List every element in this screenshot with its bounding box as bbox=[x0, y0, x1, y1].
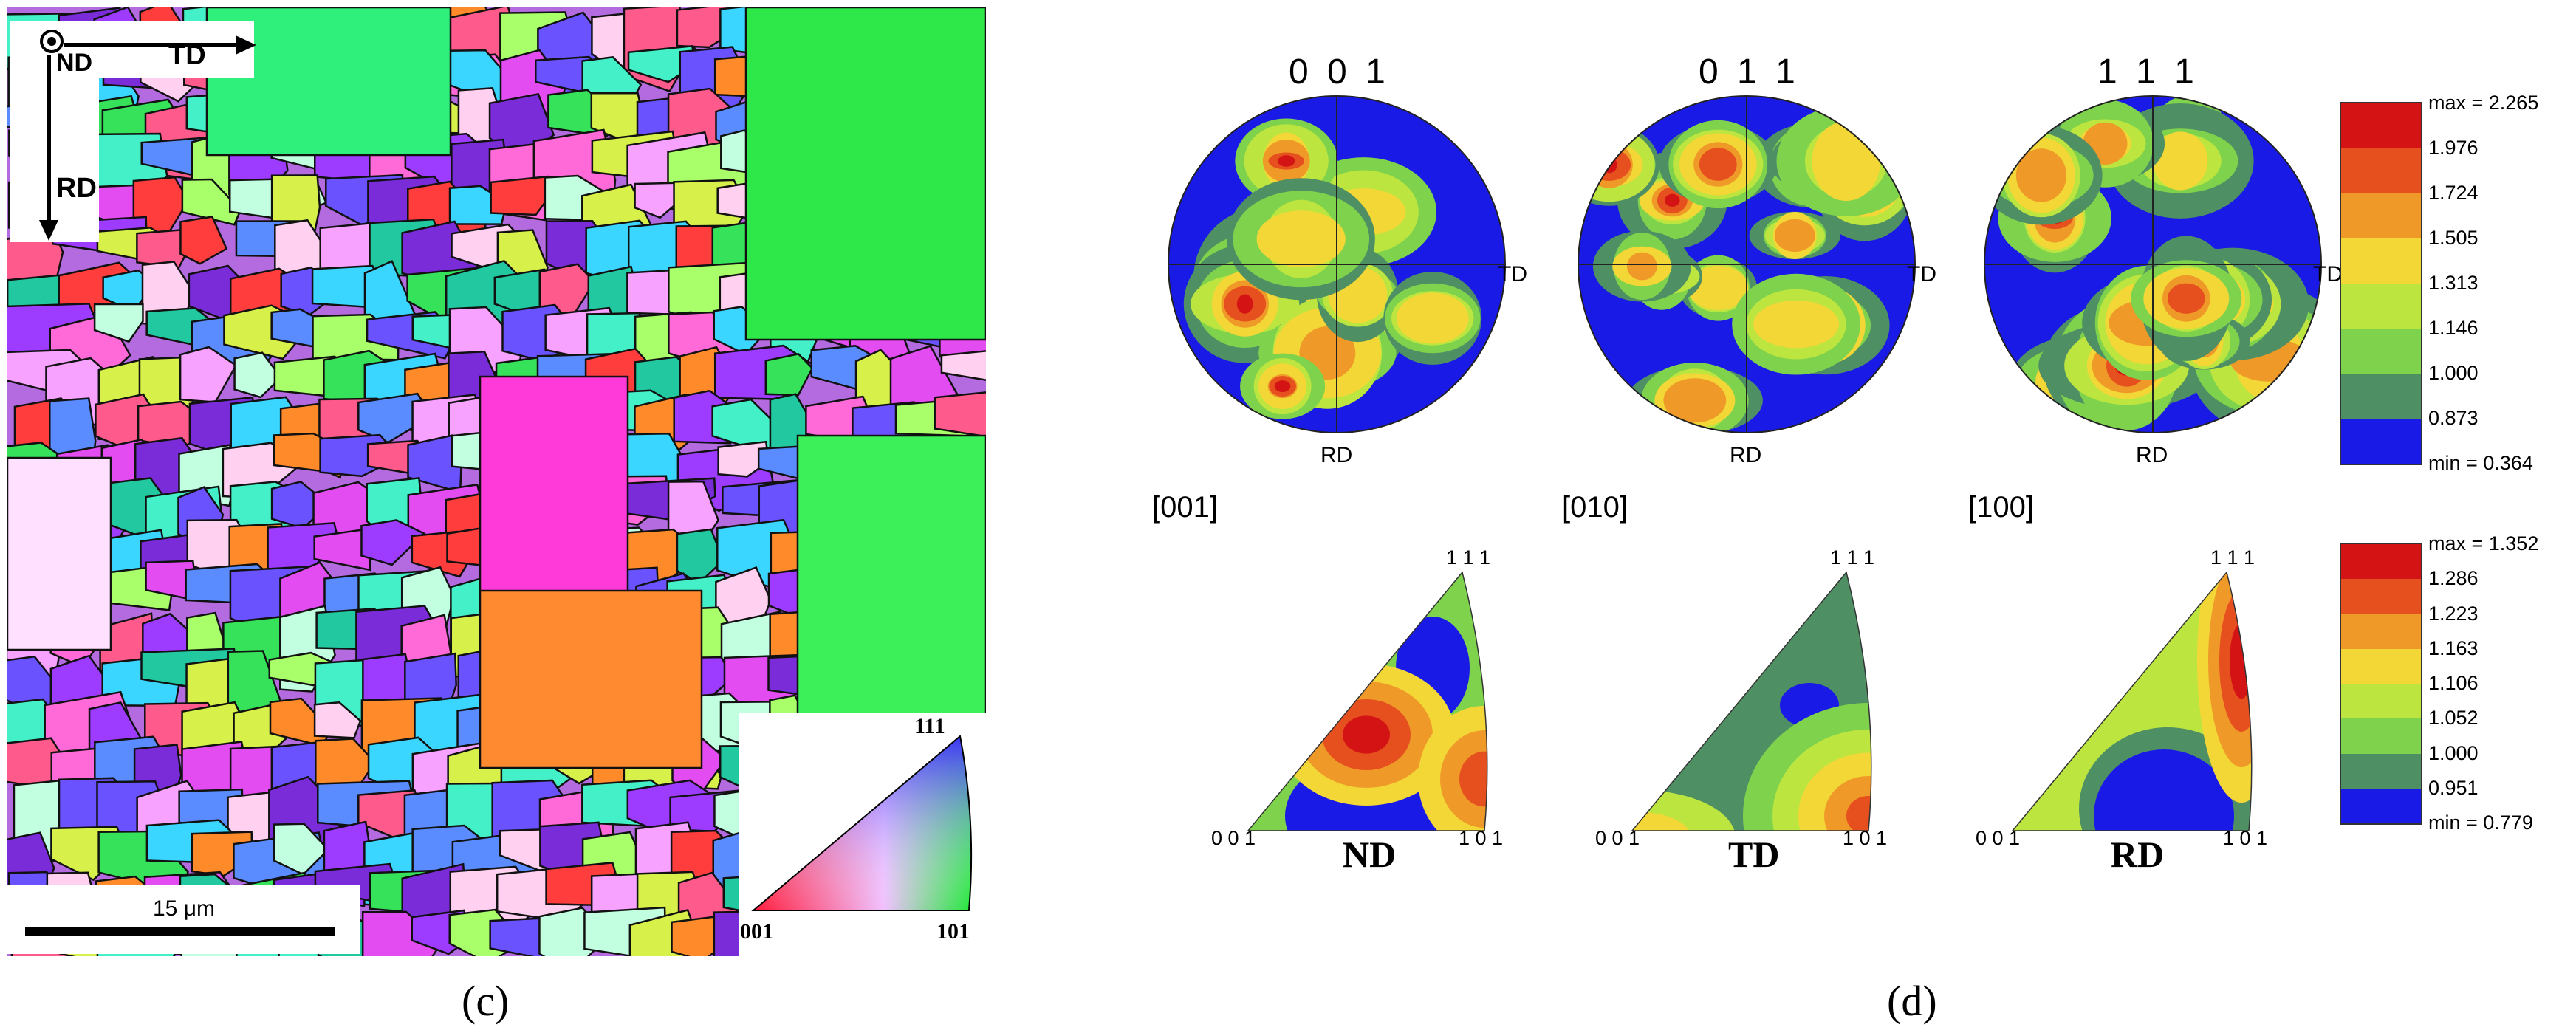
legend-value: 1.976 bbox=[2428, 137, 2479, 159]
ipf-td-label: TD bbox=[1728, 834, 1780, 875]
scale-bar bbox=[25, 927, 335, 936]
nd-label: ND bbox=[56, 49, 93, 77]
pole-figure-001 bbox=[1168, 95, 1506, 433]
pf3-td-label: TD bbox=[2313, 262, 2343, 286]
td-label: TD bbox=[168, 40, 206, 71]
legend-value: 1.000 bbox=[2428, 362, 2479, 384]
legend-swatch bbox=[2341, 238, 2421, 284]
legend-swatch bbox=[2341, 684, 2421, 719]
td-arrow-icon bbox=[236, 35, 256, 55]
pf-intensity-legend: max = 2.265 1.976 1.724 1.505 1.313 1.146 1.00… bbox=[2340, 92, 2561, 486]
scale-bar-label: 15 μm bbox=[153, 896, 215, 921]
ipf-nd-top: 1 1 1 bbox=[1446, 546, 1491, 569]
pf-title-001: 0 0 1 bbox=[1289, 52, 1390, 92]
legend-value: min = 0.364 bbox=[2428, 452, 2533, 474]
legend-value: max = 1.352 bbox=[2428, 532, 2539, 555]
rd-arrow-icon bbox=[39, 220, 58, 241]
caption-d: (d) bbox=[1887, 977, 1937, 1025]
ipf-td-top: 1 1 1 bbox=[1830, 546, 1875, 569]
caption-c: (c) bbox=[462, 977, 510, 1025]
legend-value: 0.951 bbox=[2428, 776, 2479, 799]
pole-figure-111 bbox=[1984, 95, 2322, 433]
ipf-nd-right: 1 0 1 bbox=[1459, 827, 1504, 849]
direction-label-010: [010] bbox=[1562, 491, 1628, 524]
legend-swatch bbox=[2341, 614, 2421, 649]
ipf-td-right: 1 0 1 bbox=[1843, 827, 1888, 849]
key-label-101: 101 bbox=[936, 919, 970, 944]
pf-title-111: 1 1 1 bbox=[2097, 52, 2199, 92]
legend-swatch bbox=[2341, 329, 2421, 374]
pf1-rd-label: RD bbox=[1320, 443, 1353, 467]
legend-swatch bbox=[2341, 374, 2421, 419]
scale-bar-box: 15 μm bbox=[7, 885, 360, 954]
ipf-color-key: 111 001 101 bbox=[739, 713, 990, 964]
legend-swatch bbox=[2341, 579, 2421, 614]
pf2-rd-label: RD bbox=[1730, 443, 1762, 467]
legend-swatch bbox=[2341, 648, 2421, 684]
direction-label-100: [100] bbox=[1968, 491, 2034, 524]
legend-value: 1.223 bbox=[2428, 602, 2479, 625]
legend-swatch bbox=[2341, 753, 2421, 789]
ipf-color-key-triangle bbox=[751, 735, 973, 911]
legend-swatch bbox=[2341, 284, 2421, 329]
legend-value: 1.106 bbox=[2428, 672, 2479, 694]
legend-value: max = 2.265 bbox=[2428, 92, 2539, 114]
pf1-td-label: TD bbox=[1498, 262, 1527, 286]
legend-value: 1.000 bbox=[2428, 741, 2479, 764]
legend-value: 1.146 bbox=[2428, 317, 2479, 339]
legend-swatch bbox=[2341, 148, 2421, 193]
legend-swatch bbox=[2341, 544, 2421, 580]
ipf-triangle-td bbox=[1631, 571, 1872, 831]
legend-value: 0.873 bbox=[2428, 407, 2479, 429]
legend-value: 1.286 bbox=[2428, 567, 2479, 590]
ipf-rd-top: 1 1 1 bbox=[2210, 546, 2255, 569]
legend-value: min = 0.779 bbox=[2428, 811, 2533, 834]
rd-label: RD bbox=[56, 173, 97, 204]
ipf-rd-left: 0 0 1 bbox=[1976, 827, 2021, 849]
ipf-triangle-rd bbox=[2011, 571, 2253, 831]
ipf-intensity-legend: max = 1.352 1.286 1.223 1.163 1.106 1.052 1.00… bbox=[2340, 532, 2561, 853]
ipf-rd-label: RD bbox=[2111, 834, 2165, 875]
legend-value: 1.724 bbox=[2428, 182, 2479, 204]
ipf-td-left: 0 0 1 bbox=[1595, 827, 1640, 849]
legend-value: 1.163 bbox=[2428, 636, 2479, 659]
legend-swatch bbox=[2341, 419, 2421, 464]
ipf-nd-left: 0 0 1 bbox=[1211, 827, 1256, 849]
legend-swatch bbox=[2341, 788, 2421, 823]
pf2-td-label: TD bbox=[1907, 262, 1936, 286]
pf-title-011: 0 1 1 bbox=[1699, 52, 1800, 92]
ipf-legend-colorbar bbox=[2340, 543, 2422, 825]
pf-legend-colorbar bbox=[2340, 102, 2422, 465]
legend-swatch bbox=[2341, 193, 2421, 238]
legend-value: 1.052 bbox=[2428, 707, 2479, 730]
sample-axes-indicator: ND TD RD bbox=[10, 21, 256, 242]
ipf-rd-right: 1 0 1 bbox=[2223, 827, 2268, 849]
ipf-triangle-nd bbox=[1247, 571, 1488, 831]
key-label-111: 111 bbox=[914, 714, 945, 738]
pf3-rd-label: RD bbox=[2136, 443, 2168, 467]
legend-value: 1.313 bbox=[2428, 272, 2479, 294]
pole-figure-011 bbox=[1578, 95, 1916, 433]
direction-label-001: [001] bbox=[1152, 491, 1218, 524]
legend-swatch bbox=[2341, 103, 2421, 148]
legend-value: 1.505 bbox=[2428, 227, 2479, 249]
ipf-nd-label: ND bbox=[1343, 834, 1397, 875]
legend-swatch bbox=[2341, 718, 2421, 754]
nd-out-of-plane-icon bbox=[40, 30, 64, 53]
key-label-001: 001 bbox=[740, 919, 773, 944]
